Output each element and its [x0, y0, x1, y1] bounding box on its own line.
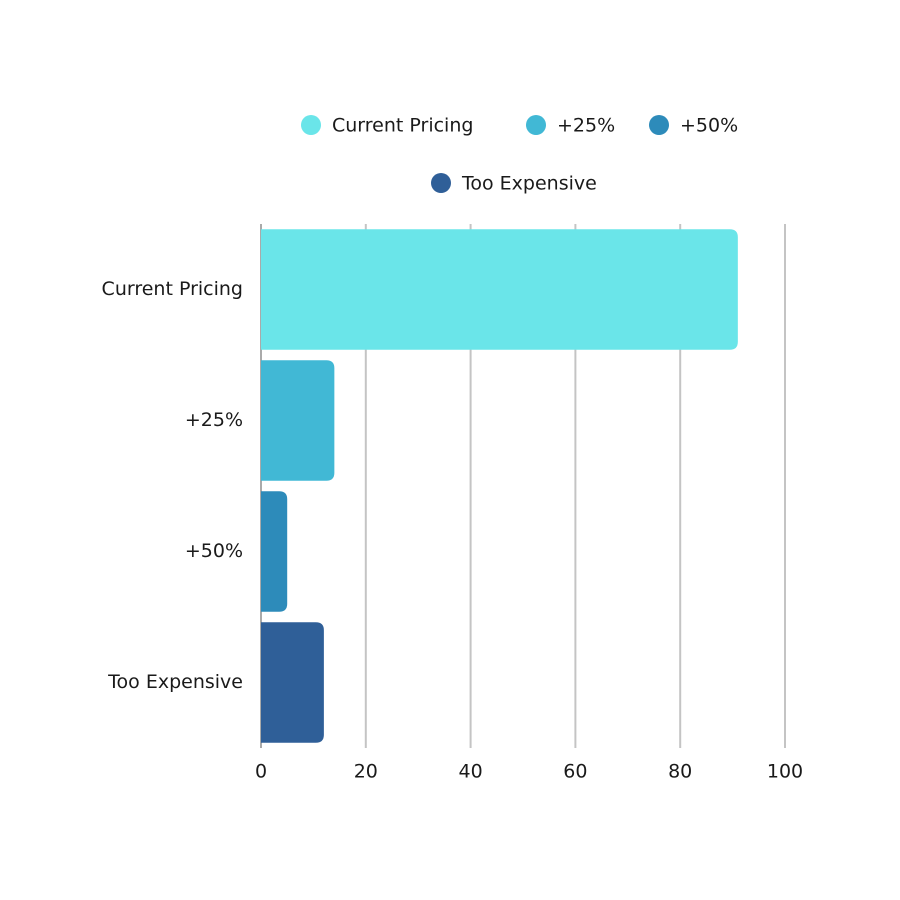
bar — [261, 360, 335, 481]
x-tick-label: 100 — [767, 761, 803, 783]
y-tick-label: Too Expensive — [107, 671, 243, 693]
y-tick-label: +50% — [185, 540, 243, 562]
legend-swatch — [301, 115, 321, 135]
bar — [261, 622, 324, 743]
legend-swatch — [649, 115, 669, 135]
y-tick-label: +25% — [185, 409, 243, 431]
x-tick-label: 60 — [563, 761, 587, 783]
x-tick-label: 80 — [668, 761, 692, 783]
bar — [261, 229, 738, 350]
y-tick-label: Current Pricing — [102, 278, 243, 300]
x-tick-label: 40 — [459, 761, 483, 783]
legend-label: +50% — [680, 115, 738, 137]
legend-swatch — [526, 115, 546, 135]
legend-label: Current Pricing — [332, 115, 473, 137]
x-tick-label: 20 — [354, 761, 378, 783]
bar — [261, 491, 288, 612]
x-tick-label: 0 — [255, 761, 267, 783]
legend-label: +25% — [557, 115, 615, 137]
legend-label: Too Expensive — [461, 173, 597, 195]
legend-swatch — [431, 173, 451, 193]
